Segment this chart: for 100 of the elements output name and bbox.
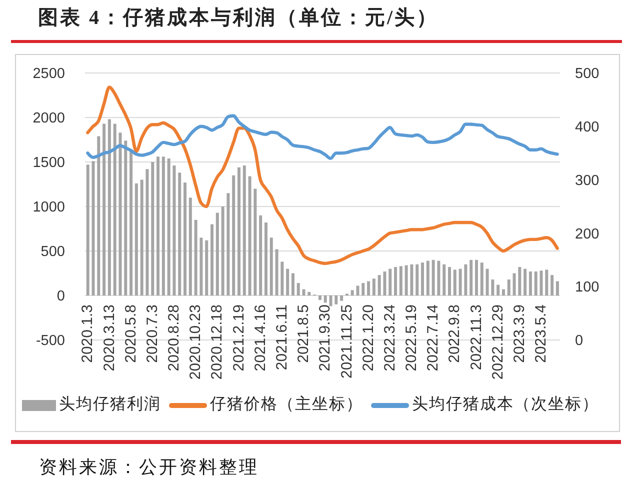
x-tick-label: 2020.1.3 xyxy=(79,304,96,363)
bar xyxy=(416,264,419,296)
bar xyxy=(167,158,170,296)
bar xyxy=(324,296,327,303)
bar xyxy=(464,264,468,296)
bar xyxy=(113,124,116,296)
legend-label: 头均仔猪成本（次坐标） xyxy=(412,394,599,415)
x-tick-label: 2021.6.11 xyxy=(274,304,291,370)
bar xyxy=(205,240,208,296)
y-tick-label: 500 xyxy=(40,244,65,260)
bar xyxy=(200,238,203,296)
bar xyxy=(442,264,446,296)
bar xyxy=(134,183,138,296)
x-tick-label: 2021.9.30 xyxy=(316,304,334,372)
bar xyxy=(394,267,398,296)
bar xyxy=(426,260,430,296)
bar xyxy=(512,273,516,296)
bar xyxy=(432,260,435,296)
bar xyxy=(453,270,456,296)
bar xyxy=(242,166,246,296)
bar xyxy=(156,156,160,296)
x-tick-label: 2020.12.18 xyxy=(208,304,226,380)
x-tick-label: 2020.5.8 xyxy=(122,304,140,363)
bar xyxy=(421,262,424,296)
bar xyxy=(480,262,484,296)
x-tick-label: 2023.3.9 xyxy=(511,304,528,363)
x-tick-label: 2022.5.19 xyxy=(403,304,420,372)
x-tick-label: 2022.1.20 xyxy=(360,304,377,372)
bar xyxy=(437,260,440,296)
x-tick-label: 2023.5.4 xyxy=(532,304,550,363)
bar xyxy=(264,222,268,296)
x-tick-label: 2022.3.24 xyxy=(381,304,398,372)
bar xyxy=(308,292,311,296)
bar xyxy=(130,150,133,296)
x-tick-label: 2022.11.3 xyxy=(468,304,485,370)
bar xyxy=(302,289,306,296)
x-tick-label: 2020.3.13 xyxy=(100,304,118,372)
bar xyxy=(388,268,392,296)
bar xyxy=(550,275,554,296)
bar xyxy=(556,281,559,296)
x-tick-label: 2021.11.25 xyxy=(338,304,356,378)
y-tick-label: 1500 xyxy=(32,155,65,172)
bar xyxy=(162,156,165,296)
bar xyxy=(270,238,273,296)
bar xyxy=(372,278,376,296)
bar xyxy=(491,279,494,296)
bar xyxy=(540,270,543,296)
x-tick-label: 2022.7.14 xyxy=(424,304,442,372)
bar xyxy=(172,166,176,296)
bar xyxy=(291,273,294,296)
bar xyxy=(178,172,182,296)
bar xyxy=(232,175,236,296)
bar xyxy=(528,271,532,296)
y2-tick-label: 300 xyxy=(575,172,600,189)
y-tick-label: -500 xyxy=(36,333,65,350)
bar xyxy=(118,132,122,296)
bar xyxy=(410,264,414,296)
y2-tick-label: 0 xyxy=(575,333,584,350)
bar xyxy=(108,119,111,296)
bar xyxy=(210,224,214,296)
line-series xyxy=(86,114,559,160)
bar xyxy=(524,268,527,296)
y-tick-label: 1000 xyxy=(32,200,65,216)
x-tick-label: 2021.8.5 xyxy=(295,304,312,363)
bar xyxy=(534,271,538,296)
bar xyxy=(275,249,278,296)
x-tick-label: 2022.9.8 xyxy=(446,304,464,363)
bar xyxy=(367,281,370,296)
bar xyxy=(448,267,451,296)
bar xyxy=(151,162,154,296)
bar xyxy=(296,283,300,296)
x-tick-label: 2020.10.23 xyxy=(187,304,204,380)
bar xyxy=(334,296,338,304)
bar xyxy=(140,180,144,296)
bar xyxy=(496,284,500,296)
bar xyxy=(404,265,408,296)
bar xyxy=(259,215,262,296)
bar xyxy=(356,286,360,296)
y-tick-label: 2500 xyxy=(32,66,65,82)
bar xyxy=(188,198,192,296)
bar xyxy=(486,268,489,296)
y2-tick-label: 400 xyxy=(575,120,600,136)
bar xyxy=(97,136,100,296)
y2-tick-label: 100 xyxy=(575,280,600,296)
bar xyxy=(280,262,284,296)
x-tick-label: 2021.4.16 xyxy=(252,304,269,372)
x-tick-label: 2022.12.29 xyxy=(489,304,506,380)
bar xyxy=(86,164,90,296)
line-series xyxy=(86,86,559,266)
bar xyxy=(545,270,548,296)
bar xyxy=(362,283,365,296)
bar xyxy=(518,267,522,296)
bar xyxy=(146,169,149,296)
y2-tick-label: 200 xyxy=(575,226,600,242)
bar xyxy=(124,140,128,296)
bar xyxy=(286,268,290,296)
bar xyxy=(470,260,473,296)
bar xyxy=(237,167,240,296)
legend-label: 头均仔猪利润 xyxy=(59,394,161,415)
bar xyxy=(194,220,198,296)
